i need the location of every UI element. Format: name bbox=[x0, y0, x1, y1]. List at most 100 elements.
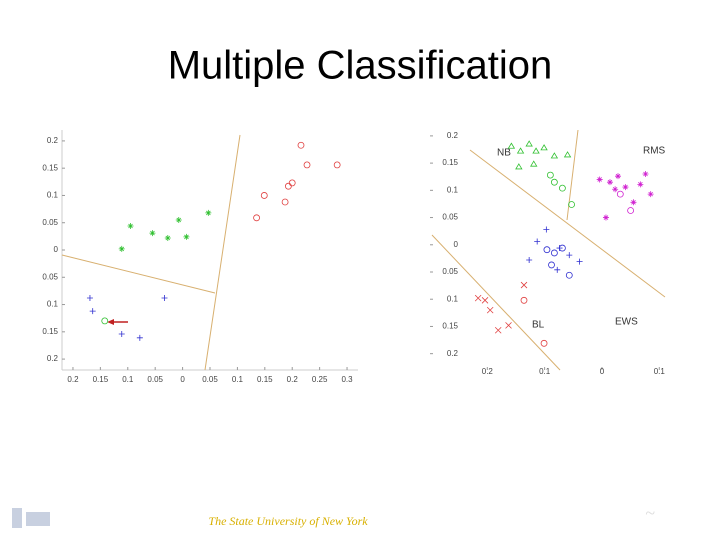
point bbox=[136, 334, 143, 341]
point bbox=[576, 258, 583, 265]
y-tick-label: 0.1 bbox=[47, 191, 59, 200]
point bbox=[532, 147, 540, 154]
logo-left bbox=[12, 508, 50, 528]
point bbox=[175, 217, 182, 223]
point bbox=[534, 238, 541, 245]
point bbox=[86, 295, 93, 301]
point bbox=[486, 306, 494, 314]
point bbox=[507, 142, 516, 149]
point bbox=[540, 144, 548, 151]
point bbox=[505, 322, 512, 329]
logo-right: ~ bbox=[645, 503, 655, 523]
point bbox=[525, 140, 533, 147]
point bbox=[630, 199, 637, 206]
point bbox=[127, 223, 134, 229]
x-tick-label: 0 bbox=[600, 367, 605, 376]
y-tick-label: 0.15 bbox=[442, 322, 458, 331]
point bbox=[303, 161, 311, 169]
point bbox=[637, 181, 644, 188]
point bbox=[284, 182, 292, 190]
point bbox=[481, 297, 489, 304]
point bbox=[540, 339, 548, 347]
x-tick-label: 0 bbox=[180, 375, 185, 384]
footer: The State University of New York bbox=[208, 514, 368, 528]
annotation: RMS bbox=[643, 146, 666, 157]
point bbox=[297, 141, 305, 149]
point bbox=[550, 178, 558, 186]
point bbox=[118, 245, 125, 252]
point bbox=[494, 326, 502, 334]
point bbox=[563, 151, 572, 158]
x-tick-label: 0.1 bbox=[539, 367, 551, 376]
y-tick-label: 0.15 bbox=[42, 163, 58, 172]
point bbox=[161, 295, 168, 301]
y-tick-label: 0.15 bbox=[442, 158, 458, 167]
point bbox=[520, 296, 528, 304]
point bbox=[516, 147, 525, 154]
point bbox=[530, 160, 538, 167]
point bbox=[543, 246, 551, 254]
x-tick-label: 0.05 bbox=[202, 375, 218, 384]
annotation: EWS bbox=[615, 317, 638, 328]
point bbox=[616, 190, 624, 198]
x-tick-label: 0.3 bbox=[341, 375, 353, 384]
point bbox=[615, 173, 621, 180]
x-tick-label: 0.1 bbox=[122, 375, 134, 384]
y-tick-label: 0.1 bbox=[47, 300, 59, 309]
point bbox=[543, 226, 550, 233]
y-tick-label: 0.1 bbox=[447, 294, 459, 303]
decision-boundary bbox=[204, 134, 241, 371]
point bbox=[559, 184, 566, 192]
y-tick-label: 0.05 bbox=[442, 213, 458, 222]
x-tick-label: 0.2 bbox=[287, 375, 299, 384]
point bbox=[253, 214, 260, 222]
point bbox=[474, 294, 482, 302]
y-tick-label: 0.2 bbox=[47, 354, 59, 363]
decision-boundary bbox=[61, 254, 216, 294]
x-tick-label: 0.15 bbox=[257, 375, 273, 384]
y-tick-label: 0.15 bbox=[42, 327, 58, 336]
x-tick-label: 0.05 bbox=[147, 375, 163, 384]
y-tick-label: 0.1 bbox=[447, 185, 459, 194]
point bbox=[627, 207, 635, 214]
point bbox=[205, 209, 212, 216]
x-tick-label: 0.1 bbox=[232, 375, 244, 384]
point bbox=[559, 244, 566, 252]
point bbox=[548, 261, 555, 269]
annotation: NB bbox=[497, 148, 511, 159]
y-tick-label: 0.05 bbox=[442, 267, 458, 276]
decision-boundary bbox=[431, 234, 561, 371]
slide-title: Multiple Classification bbox=[168, 44, 553, 88]
point bbox=[526, 257, 533, 264]
point bbox=[333, 161, 341, 169]
x-tick-label: 0.25 bbox=[312, 375, 328, 384]
y-tick-label: 0 bbox=[54, 245, 59, 254]
y-tick-label: 0.2 bbox=[447, 349, 459, 358]
point bbox=[288, 179, 296, 187]
point bbox=[622, 184, 629, 191]
point bbox=[183, 233, 190, 240]
decision-boundary bbox=[469, 149, 666, 298]
point bbox=[550, 152, 559, 159]
y-tick-label: 0.05 bbox=[42, 218, 58, 227]
point bbox=[550, 249, 558, 257]
point bbox=[554, 266, 561, 273]
x-tick-label: 0.2 bbox=[482, 367, 494, 376]
point bbox=[89, 308, 96, 315]
point bbox=[566, 252, 573, 259]
x-tick-label: 0.15 bbox=[93, 375, 109, 384]
y-tick-label: 0 bbox=[454, 240, 459, 249]
point bbox=[164, 235, 171, 241]
point bbox=[642, 171, 649, 177]
annotation: BL bbox=[532, 320, 545, 331]
point bbox=[647, 191, 654, 198]
point bbox=[568, 201, 575, 208]
point bbox=[546, 171, 554, 179]
point bbox=[149, 230, 156, 237]
point bbox=[565, 271, 573, 279]
point bbox=[101, 317, 109, 325]
point bbox=[596, 176, 603, 183]
point bbox=[606, 179, 613, 186]
point bbox=[612, 186, 619, 193]
